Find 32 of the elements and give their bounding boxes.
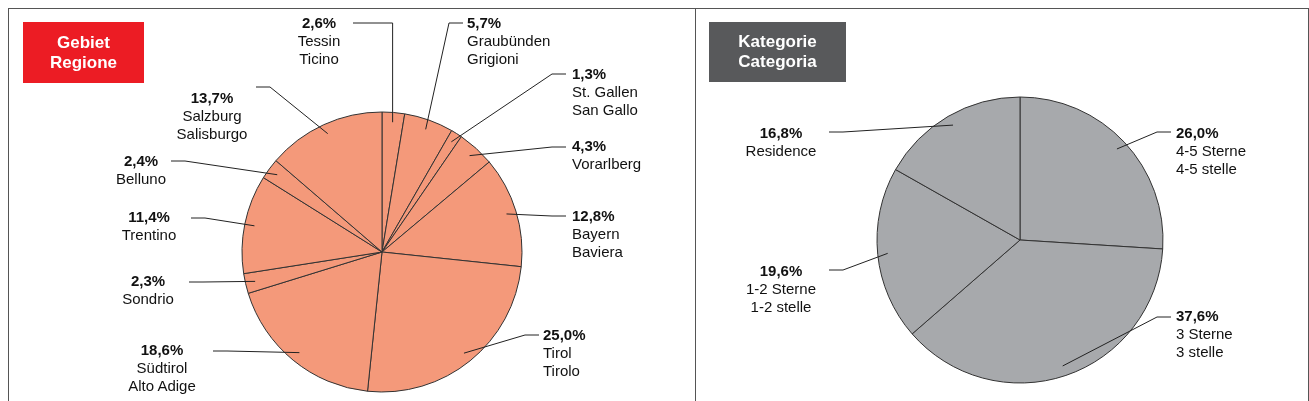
data-label: 12,8% [572, 207, 615, 224]
data-label: 1,3% [572, 65, 607, 82]
text: Gebiet Regione [49, 32, 118, 73]
data-label: 11,4% [128, 208, 170, 225]
data-label: 2,4% [123, 152, 159, 169]
data-label: 37,6% [1176, 307, 1219, 324]
data-label: 16,8% [759, 124, 803, 141]
slice-label: Bayern Baviera [572, 225, 624, 260]
slice-label: Residence [745, 142, 817, 159]
data-label: 19,6% [759, 262, 803, 279]
chart-title: Kategorie Categoria [738, 32, 817, 72]
data-label: 2,6% [301, 14, 337, 31]
slice-label: 4-5 Sterne 4-5 stelle [1176, 142, 1247, 177]
slice-label: Tessin Ticino [297, 32, 341, 67]
slice-label: 1-2 Sterne 1-2 stelle [745, 280, 817, 315]
slice-label: St. Gallen San Gallo [572, 83, 638, 118]
slice-label: Vorarlberg [572, 155, 642, 172]
slice-label: Trentino [121, 226, 177, 243]
data-label: 18,6% [140, 341, 184, 358]
slice-label: Tirol Tirolo [543, 344, 580, 379]
data-label: 5,7% [467, 14, 502, 31]
slice-label: Belluno [115, 170, 167, 187]
slice-label: Sondrio [122, 290, 174, 307]
slice-label: Graubünden Grigioni [467, 32, 551, 67]
slice-label: 3 Sterne 3 stelle [1176, 325, 1233, 360]
slice-label: Südtirol Alto Adige [128, 359, 196, 394]
data-label: 25,0% [543, 326, 586, 343]
data-label: 13,7% [190, 89, 234, 106]
data-label: 26,0% [1176, 124, 1219, 141]
data-label: 2,3% [130, 272, 166, 289]
data-label: 4,3% [572, 137, 607, 154]
slice-label: Salzburg Salisburgo [176, 107, 248, 142]
